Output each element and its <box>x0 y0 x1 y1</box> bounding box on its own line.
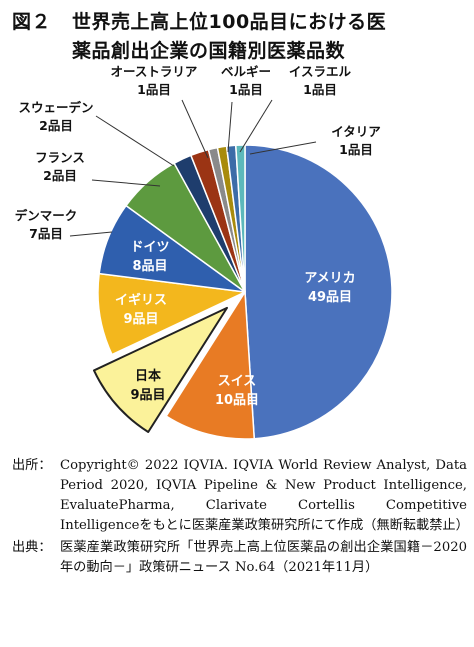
pie-slice-1 <box>165 291 255 440</box>
slice-label-value-11: 1品目 <box>339 142 373 157</box>
figure-title-line1: 世界売上高上位100品目における医 <box>72 11 387 33</box>
source-credit-head: 出所： <box>12 458 52 473</box>
pie-slice-2 <box>92 306 228 433</box>
slice-label-value-10: 1品目 <box>303 82 337 97</box>
leader-line-10 <box>239 99 273 153</box>
slice-label-value-4: 8品目 <box>132 259 167 274</box>
slice-label-name-8: オーストラリア <box>111 64 198 79</box>
leader-line-7 <box>95 115 175 167</box>
source-reference: 出典： 医薬産業政策研究所「世界売上高上位医薬品の創出企業国籍－2020年の動向… <box>12 538 467 578</box>
source-reference-head: 出典： <box>12 540 52 555</box>
slice-label-name-7: スウェーデン <box>18 100 93 115</box>
slice-label-name-3: イギリス <box>115 292 167 308</box>
slice-label-value-3: 9品目 <box>123 312 158 327</box>
leader-lines <box>69 99 317 237</box>
slice-label-name-6: フランス <box>35 150 85 165</box>
leader-line-8 <box>181 99 209 159</box>
slice-label-name-2: 日本 <box>135 368 161 384</box>
slice-label-name-10: イスラエル <box>289 64 352 79</box>
slice-label-value-1: 10品目 <box>215 393 259 408</box>
slice-label-name-5: デンマーク <box>15 208 78 223</box>
source-credit-text: Copyright© 2022 IQVIA. IQVIA World Revie… <box>60 458 469 533</box>
slice-label-value-8: 1品目 <box>137 82 171 97</box>
figure-label: 図２ <box>12 11 52 33</box>
pie-slice-0 <box>244 144 393 440</box>
source-notes: 出所： Copyright© 2022 IQVIA. IQVIA World R… <box>12 456 469 580</box>
slice-label-name-11: イタリア <box>331 124 381 139</box>
pie-slice-11 <box>235 144 246 293</box>
pie-slice-3 <box>97 272 246 356</box>
pie-slices <box>92 144 393 440</box>
leader-line-11 <box>249 141 317 155</box>
slice-label-value-5: 7品目 <box>29 226 63 241</box>
figure-title-line2: 薬品創出企業の国籍別医薬品数 <box>72 40 346 62</box>
slice-label-name-1: スイス <box>218 374 257 389</box>
slice-label-value-2: 9品目 <box>130 388 165 403</box>
slice-label-value-9: 1品目 <box>229 82 263 97</box>
leader-line-9 <box>227 101 233 153</box>
leader-line-5 <box>69 231 113 237</box>
slice-label-value-6: 2品目 <box>43 168 77 183</box>
slice-label-value-0: 49品目 <box>308 290 352 305</box>
figure-title: 図２ 世界売上高上位100品目における医 薬品創出企業の国籍別医薬品数 <box>12 8 467 66</box>
source-reference-text: 医薬産業政策研究所「世界売上高上位医薬品の創出企業国籍－2020年の動向－」政策… <box>60 540 467 575</box>
slice-label-name-4: ドイツ <box>130 240 169 255</box>
source-credit: 出所： Copyright© 2022 IQVIA. IQVIA World R… <box>12 456 469 536</box>
slice-label-name-9: ベルギー <box>221 64 271 79</box>
leader-line-6 <box>91 179 161 187</box>
slice-label-name-0: アメリカ <box>304 271 355 286</box>
slice-label-value-7: 2品目 <box>39 118 73 133</box>
